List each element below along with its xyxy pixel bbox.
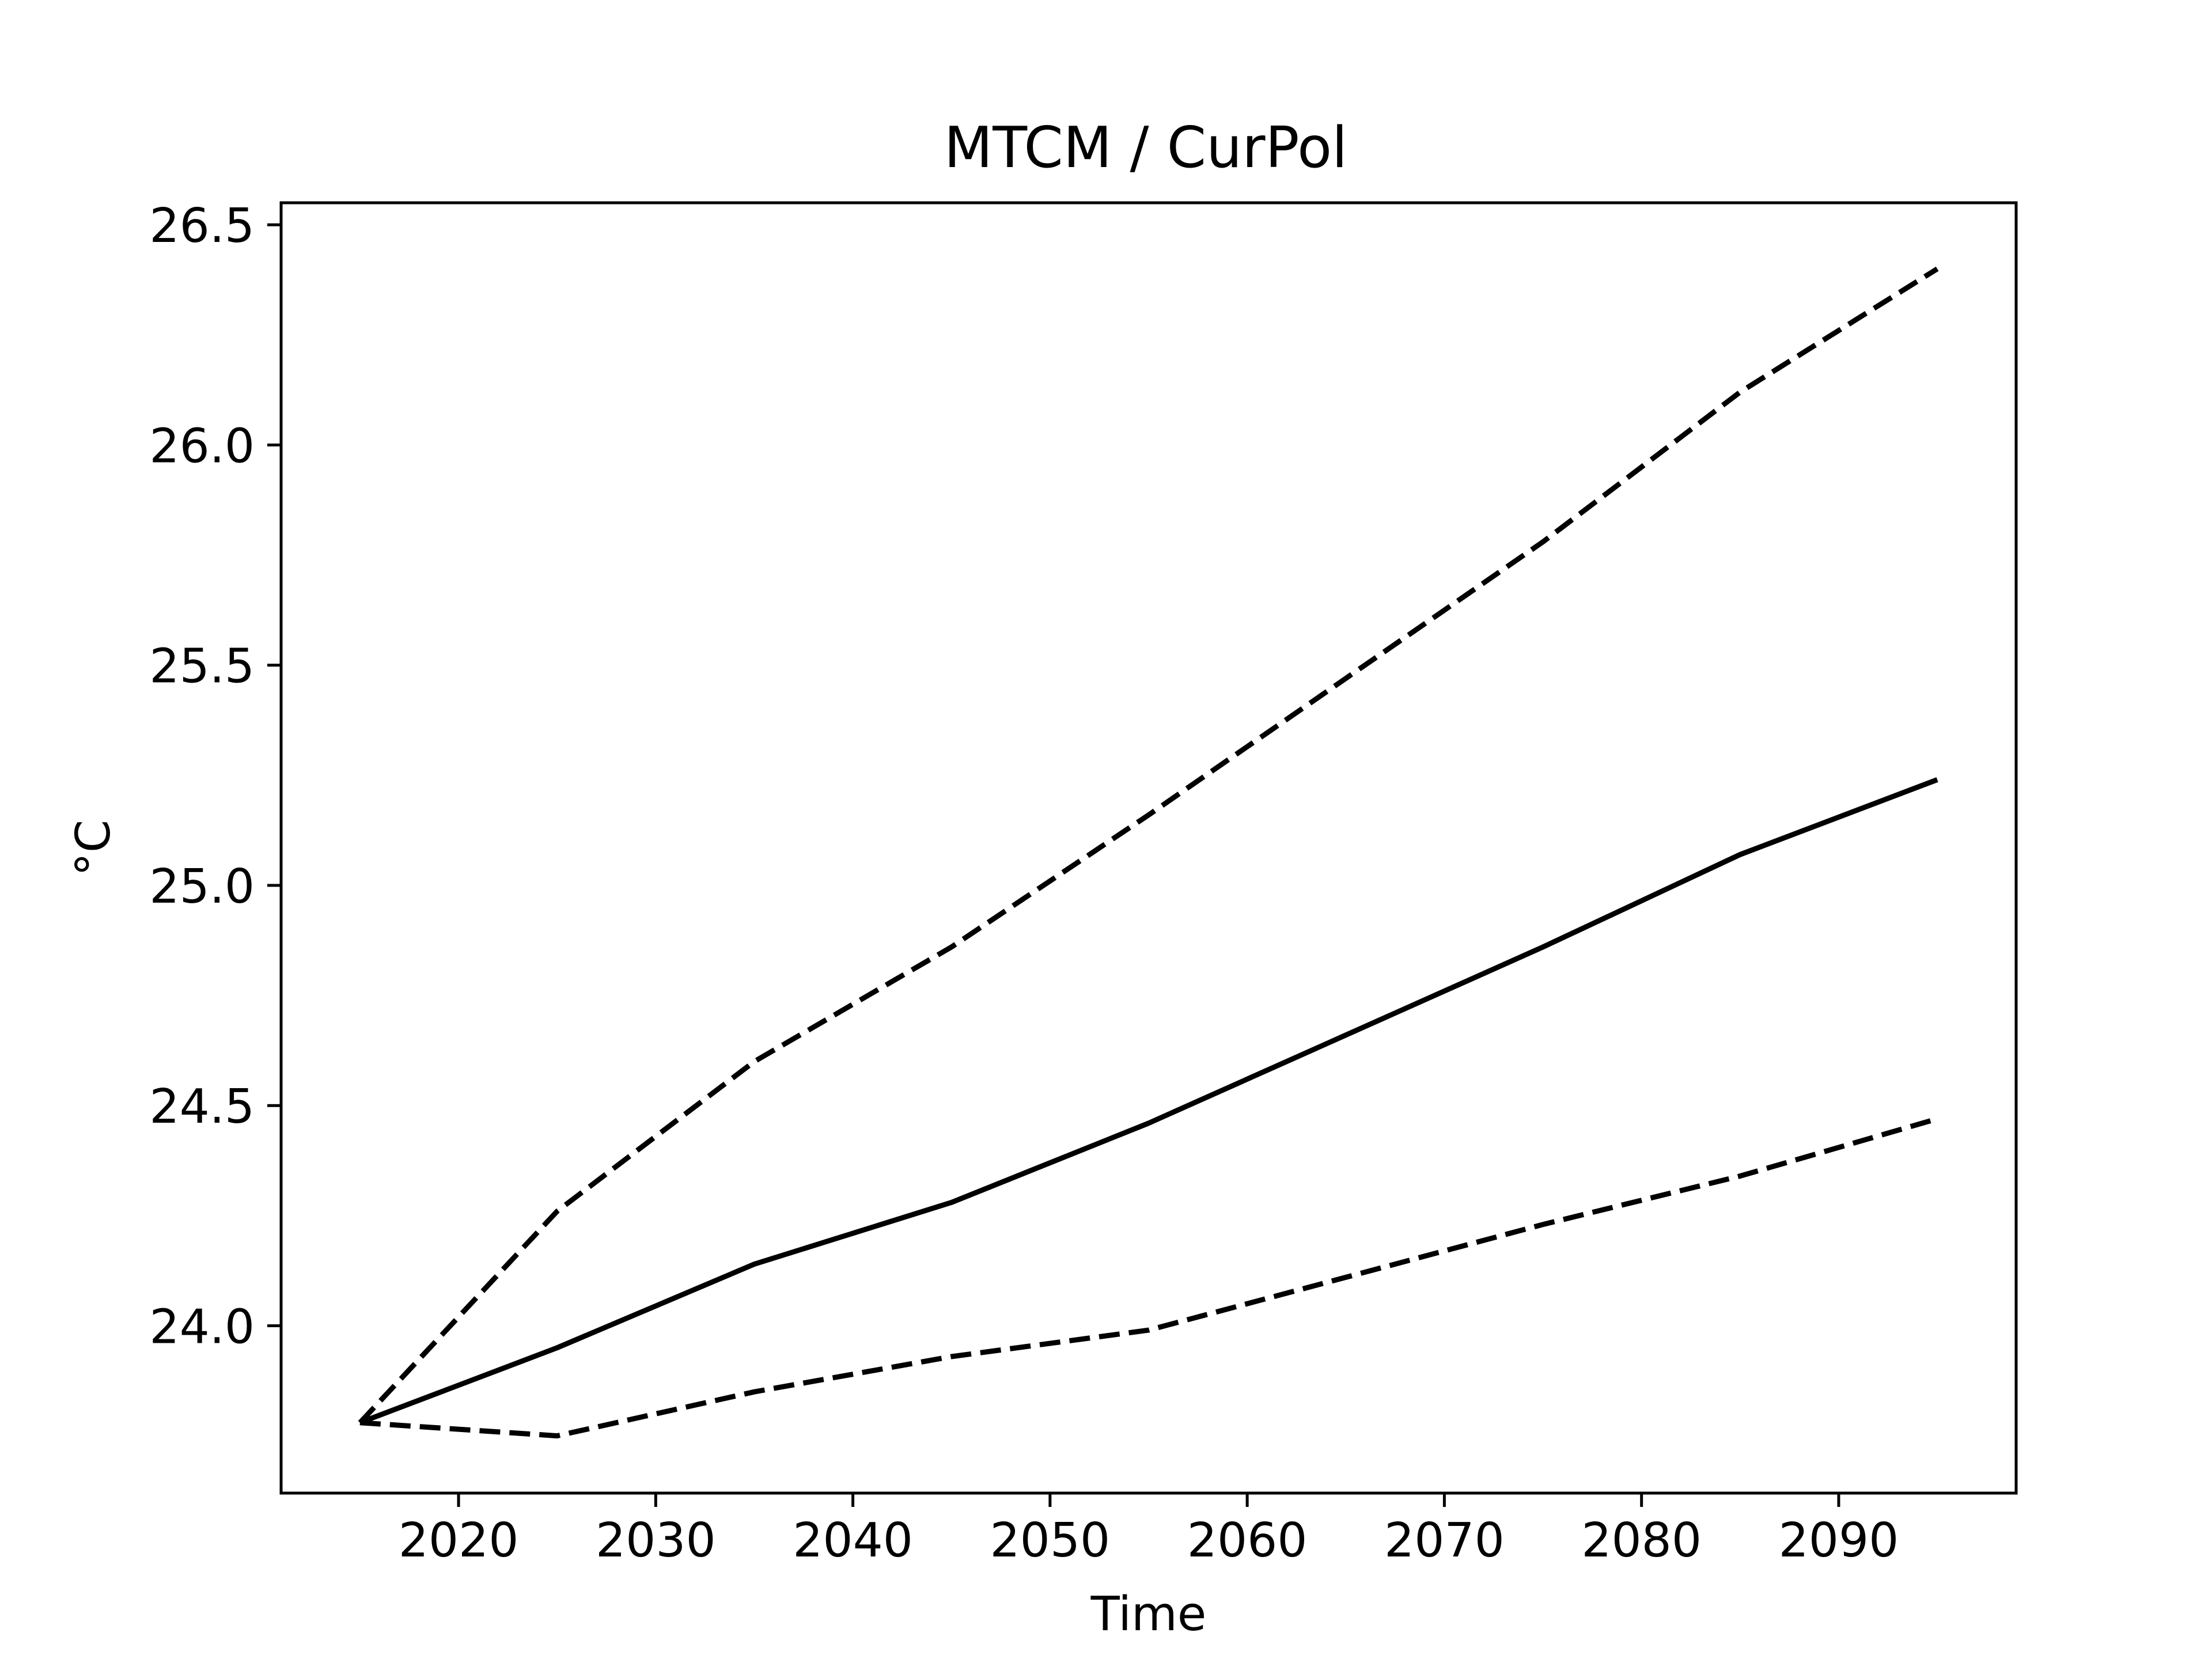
y-tick-label: 26.0 bbox=[149, 419, 255, 474]
y-tick-label: 26.5 bbox=[149, 199, 255, 253]
x-tick-label: 2040 bbox=[793, 1513, 913, 1568]
plot-frame bbox=[279, 201, 2018, 1495]
x-tick-label: 2080 bbox=[1581, 1513, 1702, 1568]
y-axis-label: °C bbox=[66, 820, 121, 876]
x-tick-label: 2050 bbox=[990, 1513, 1111, 1568]
dashed-series-line bbox=[358, 266, 1939, 1425]
x-tick-label: 2030 bbox=[596, 1513, 716, 1568]
y-tick-label: 24.0 bbox=[149, 1300, 255, 1354]
chart-title: MTCM / CurPol bbox=[944, 115, 1348, 181]
x-tick-label: 2020 bbox=[399, 1513, 519, 1568]
y-tick-label: 25.0 bbox=[149, 859, 255, 914]
x-tick-label: 2060 bbox=[1187, 1513, 1308, 1568]
x-tick-label: 2070 bbox=[1384, 1513, 1505, 1568]
x-tick-label: 2090 bbox=[1779, 1513, 1899, 1568]
y-tick-label: 24.5 bbox=[149, 1080, 255, 1134]
y-tick-label: 25.5 bbox=[149, 639, 255, 694]
plot-lines bbox=[358, 266, 1939, 1439]
x-axis-label: Time bbox=[1090, 1587, 1207, 1642]
solid-series-line bbox=[359, 777, 1938, 1425]
x-axis-ticks: 2020 2030 2040 2050 2060 2070 2080 2090 bbox=[399, 1493, 1899, 1568]
dashed-series-line bbox=[359, 1116, 1938, 1439]
y-axis-ticks: 24.0 24.5 25.0 25.5 26.0 26.5 bbox=[149, 199, 281, 1354]
